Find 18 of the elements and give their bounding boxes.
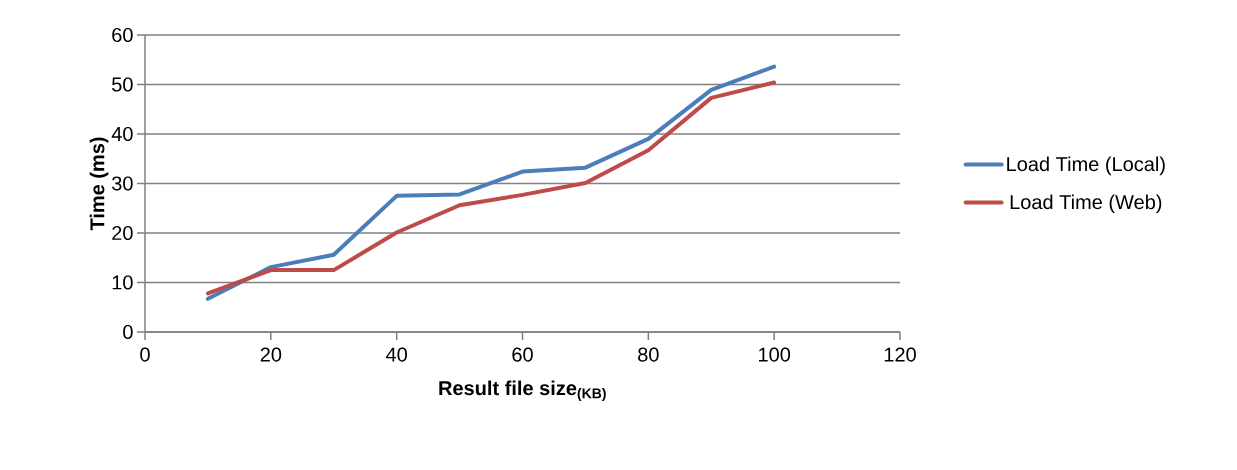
legend-label: Load Time (Web)	[1010, 194, 1162, 214]
x-tick-label: 40	[386, 347, 408, 362]
y-tick-label: 10	[112, 275, 133, 290]
y-tick-label: 20	[112, 225, 133, 241]
x-tick-label: 60	[512, 347, 533, 362]
y-tick-label: 30	[112, 176, 133, 191]
x-tick-label: 120	[884, 347, 916, 362]
x-tick-label: 80	[638, 347, 659, 362]
y-tick-label: 50	[112, 77, 133, 92]
y-axis-title: Time (ms)	[89, 137, 109, 231]
x-axis-title: Result file size$_{(KB)}$	[439, 380, 606, 402]
y-tick-label: 40	[111, 126, 133, 142]
legend-label: Load Time (Local)	[1007, 156, 1165, 176]
x-tick-label: 100	[759, 347, 791, 362]
y-tick-label: 0	[123, 324, 133, 340]
x-tick-label: 0	[140, 347, 150, 362]
x-tick-label: 20	[260, 347, 282, 362]
y-tick-label: 60	[112, 27, 133, 43]
